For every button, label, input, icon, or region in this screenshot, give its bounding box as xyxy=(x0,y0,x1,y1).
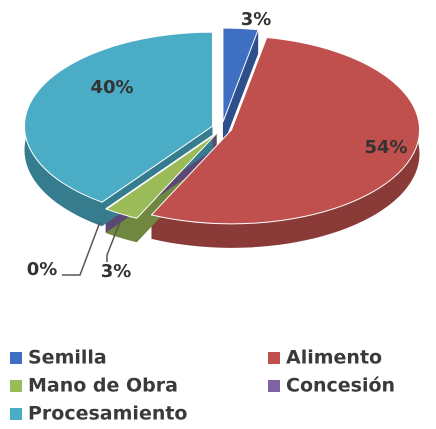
legend-swatch xyxy=(268,380,280,392)
data-label: 54% xyxy=(364,137,407,158)
legend-label: Alimento xyxy=(286,347,382,369)
leader-line xyxy=(106,221,121,262)
slice xyxy=(150,36,420,225)
legend-label: Mano de Obra xyxy=(28,375,178,397)
data-label: 0% xyxy=(27,259,58,280)
legend-label: Procesamiento xyxy=(28,403,188,425)
slice xyxy=(105,132,218,219)
data-label: 3% xyxy=(101,261,132,282)
slice-side xyxy=(222,28,259,147)
legend-swatch xyxy=(10,380,22,392)
legend-swatch xyxy=(10,408,22,420)
slice xyxy=(24,31,213,203)
legend-swatch xyxy=(268,352,280,364)
legend-swatch xyxy=(10,352,22,364)
slice xyxy=(105,132,217,210)
leader-line xyxy=(62,221,101,276)
legend-label: Semilla xyxy=(28,347,107,369)
data-label: 3% xyxy=(241,9,272,30)
slice-side xyxy=(151,37,420,248)
data-label: 40% xyxy=(90,77,133,98)
legend-label: Concesión xyxy=(286,375,395,397)
slice xyxy=(222,27,259,123)
